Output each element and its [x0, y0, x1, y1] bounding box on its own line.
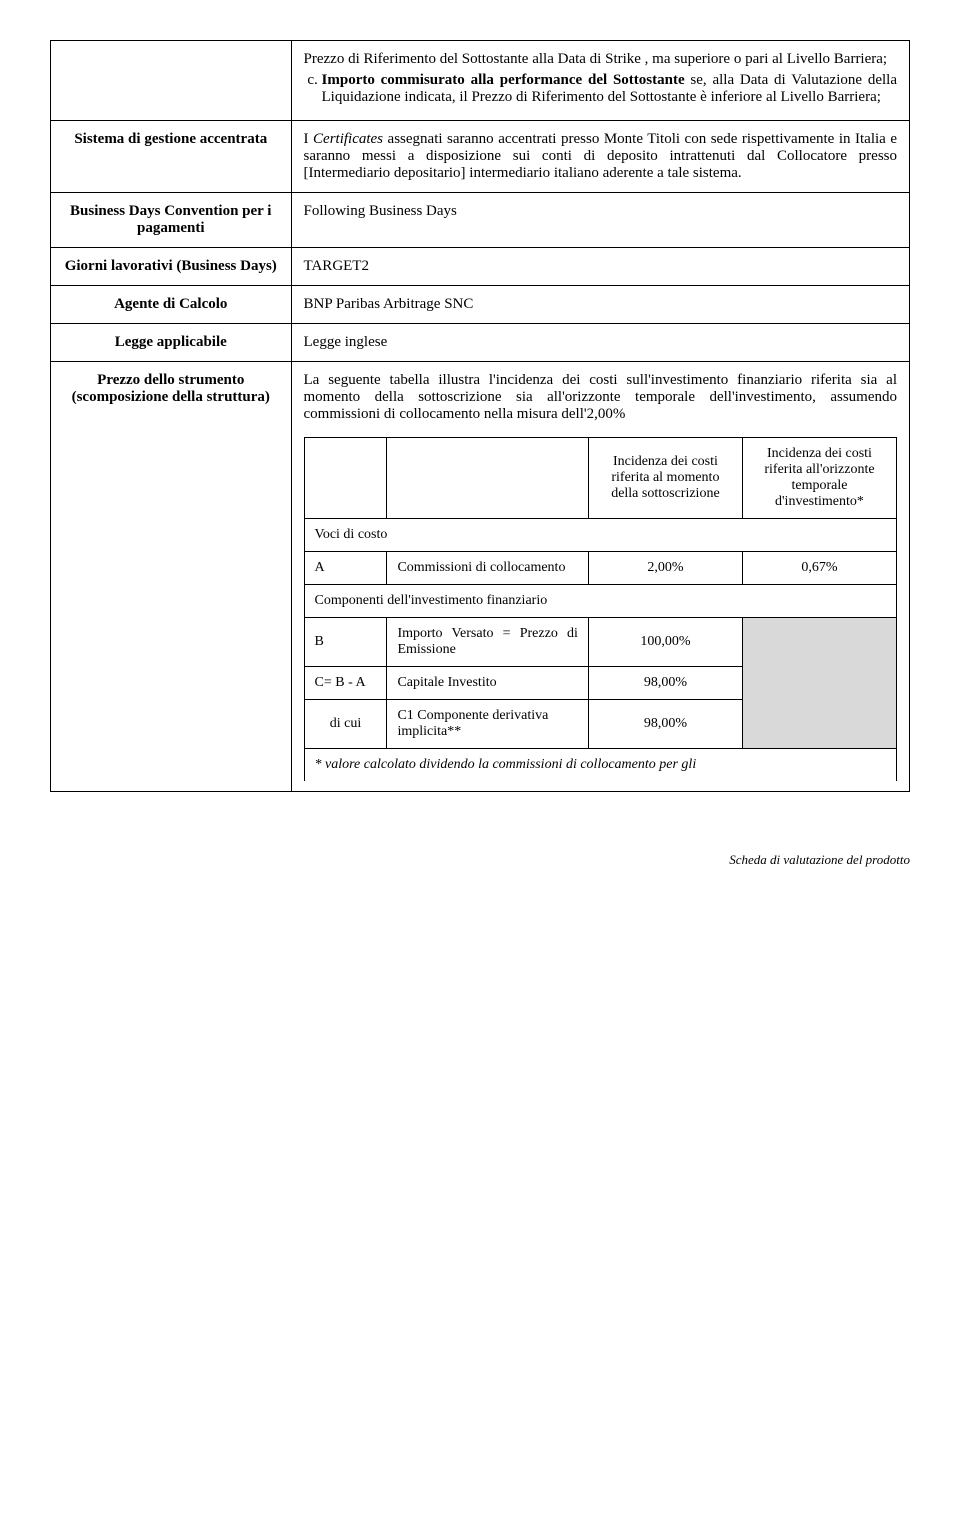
costs-rowB-v: 100,00% [588, 618, 742, 667]
costs-header-empty2 [387, 438, 588, 519]
sistema-ital: Certificates [313, 131, 383, 147]
gl-value: TARGET2 [291, 248, 909, 286]
costs-rowA: A Commissioni di collocamento 2,00% 0,67… [304, 552, 896, 585]
costs-table: Incidenza dei costi riferita al momento … [304, 437, 897, 781]
intro-item-c: Importo commisurato alla performance del… [322, 72, 897, 106]
sistema-post: assegnati saranno accentrati presso Mont… [304, 131, 898, 181]
sistema-label: Sistema di gestione accentrata [51, 121, 292, 193]
costs-rowA-desc: Commissioni di collocamento [387, 552, 588, 585]
sistema-value: I Certificates assegnati saranno accentr… [291, 121, 909, 193]
costs-rowB-desc: Importo Versato = Prezzo di Emissione [387, 618, 588, 667]
intro-item-c-bold: Importo commisurato alla performance del… [322, 72, 685, 88]
costs-header-empty1 [304, 438, 387, 519]
costs-shaded-cell [742, 618, 896, 749]
costs-rowC-key: C= B - A [304, 667, 387, 700]
costs-header-row: Incidenza dei costi riferita al momento … [304, 438, 896, 519]
prezzo-intro: La seguente tabella illustra l'incidenza… [304, 372, 897, 423]
bdc-value: Following Business Days [291, 193, 909, 248]
costs-rowD-key: di cui [304, 700, 387, 749]
costs-rowD-v: 98,00% [588, 700, 742, 749]
costs-note-row: * valore calcolato dividendo la commissi… [304, 749, 896, 782]
agente-label: Agente di Calcolo [51, 286, 292, 324]
costs-rowD-desc: C1 Componente derivativa implicita** [387, 700, 588, 749]
main-table: Prezzo di Riferimento del Sottostante al… [50, 40, 910, 792]
costs-voci-row: Voci di costo [304, 519, 896, 552]
gl-row: Giorni lavorativi (Business Days) TARGET… [51, 248, 910, 286]
intro-paragraph: Prezzo di Riferimento del Sottostante al… [304, 51, 897, 68]
intro-content: Prezzo di Riferimento del Sottostante al… [291, 41, 909, 121]
page-footer: Scheda di valutazione del prodotto [50, 852, 910, 868]
costs-note: * valore calcolato dividendo la commissi… [304, 749, 896, 782]
intro-list: Importo commisurato alla performance del… [322, 72, 897, 106]
gl-label: Giorni lavorativi (Business Days) [51, 248, 292, 286]
costs-comp-row: Componenti dell'investimento finanziario [304, 585, 896, 618]
prezzo-row: Prezzo dello strumento (scomposizione de… [51, 362, 910, 792]
intro-row: Prezzo di Riferimento del Sottostante al… [51, 41, 910, 121]
intro-label-empty [51, 41, 292, 121]
costs-rowC-v: 98,00% [588, 667, 742, 700]
costs-comp: Componenti dell'investimento finanziario [304, 585, 896, 618]
agente-value: BNP Paribas Arbitrage SNC [291, 286, 909, 324]
prezzo-content: La seguente tabella illustra l'incidenza… [291, 362, 909, 792]
sistema-pre: I [304, 131, 314, 147]
legge-row: Legge applicabile Legge inglese [51, 324, 910, 362]
agente-row: Agente di Calcolo BNP Paribas Arbitrage … [51, 286, 910, 324]
costs-header-sub: Incidenza dei costi riferita al momento … [588, 438, 742, 519]
legge-value: Legge inglese [291, 324, 909, 362]
costs-rowB-key: B [304, 618, 387, 667]
costs-rowA-v2: 0,67% [742, 552, 896, 585]
costs-voci: Voci di costo [304, 519, 896, 552]
costs-rowA-key: A [304, 552, 387, 585]
bdc-label: Business Days Convention per i pagamenti [51, 193, 292, 248]
bdc-row: Business Days Convention per i pagamenti… [51, 193, 910, 248]
costs-header-horizon: Incidenza dei costi riferita all'orizzon… [742, 438, 896, 519]
costs-rowA-v1: 2,00% [588, 552, 742, 585]
legge-label: Legge applicabile [51, 324, 292, 362]
costs-rowB: B Importo Versato = Prezzo di Emissione … [304, 618, 896, 667]
prezzo-label: Prezzo dello strumento (scomposizione de… [51, 362, 292, 792]
costs-rowC-desc: Capitale Investito [387, 667, 588, 700]
sistema-row: Sistema di gestione accentrata I Certifi… [51, 121, 910, 193]
